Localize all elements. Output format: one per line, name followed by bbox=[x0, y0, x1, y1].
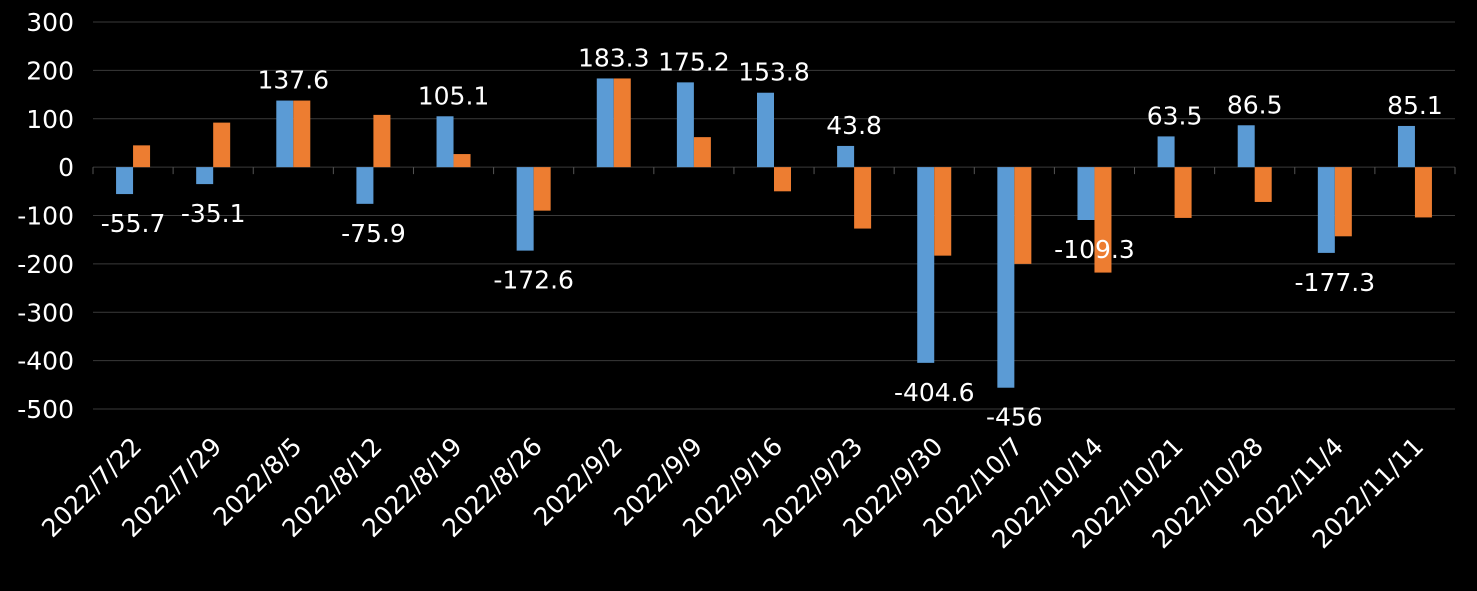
bar-series2-11 bbox=[1014, 167, 1032, 264]
data-label: -75.9 bbox=[341, 219, 406, 248]
bar-series2-16 bbox=[1414, 167, 1432, 218]
bar-series2-7 bbox=[693, 137, 711, 168]
gridlines bbox=[92, 21, 1456, 410]
bar-series1-9 bbox=[837, 145, 855, 168]
bar-series2-0 bbox=[133, 145, 151, 168]
bar-series2-8 bbox=[774, 167, 791, 192]
y-tick-label: 100 bbox=[26, 105, 74, 134]
bar-series1-13 bbox=[1157, 136, 1175, 168]
data-label: -177.3 bbox=[1295, 268, 1376, 297]
bar-series2-12 bbox=[1094, 167, 1112, 273]
bar-series1-2 bbox=[276, 100, 294, 168]
bar-series2-15 bbox=[1334, 167, 1352, 237]
y-tick-label: 200 bbox=[26, 56, 74, 85]
bar-series1-6 bbox=[596, 78, 614, 168]
y-axis: 300 200 100 0 -100 -200 -300 -400 -500 bbox=[17, 8, 74, 424]
data-label: 105.1 bbox=[418, 81, 490, 110]
bar-series2-14 bbox=[1254, 167, 1272, 202]
bar-series1-1 bbox=[196, 167, 214, 185]
bar-series1-3 bbox=[356, 167, 374, 204]
data-label: -456 bbox=[986, 403, 1043, 432]
data-label: -172.6 bbox=[493, 266, 574, 295]
bar-series1-10 bbox=[917, 167, 935, 363]
y-tick-label: -100 bbox=[17, 202, 74, 231]
bar-series2-5 bbox=[533, 167, 551, 211]
bar-series1-11 bbox=[997, 167, 1015, 388]
y-tick-label: 300 bbox=[26, 8, 74, 37]
bar-series2-6 bbox=[613, 78, 631, 168]
x-axis: 2022/7/222022/7/292022/8/52022/8/122022/… bbox=[36, 432, 1429, 554]
data-label: -35.1 bbox=[181, 199, 246, 228]
data-label: -404.6 bbox=[894, 378, 975, 407]
data-label: -55.7 bbox=[101, 209, 166, 238]
data-label: -109.3 bbox=[1054, 235, 1135, 264]
bar-series1-5 bbox=[516, 167, 534, 251]
bar-series2-1 bbox=[213, 122, 231, 168]
bar-series1-0 bbox=[116, 167, 134, 195]
bar-series1-15 bbox=[1317, 167, 1335, 253]
data-label: 183.3 bbox=[578, 43, 650, 72]
data-label: 153.8 bbox=[738, 58, 810, 87]
bar-series1-7 bbox=[676, 82, 694, 168]
bar-series1-8 bbox=[757, 92, 774, 168]
bars bbox=[116, 78, 1432, 388]
y-tick-label: -400 bbox=[17, 347, 74, 376]
data-label: 137.6 bbox=[258, 66, 330, 95]
y-tick-label: -500 bbox=[17, 395, 74, 424]
bar-series1-12 bbox=[1077, 167, 1095, 220]
y-tick-label: 0 bbox=[58, 153, 74, 182]
bar-series2-4 bbox=[453, 154, 471, 168]
y-tick-label: -200 bbox=[17, 250, 74, 279]
bar-series1-14 bbox=[1237, 125, 1255, 168]
bar-series2-13 bbox=[1174, 167, 1192, 218]
bar-series2-10 bbox=[934, 167, 952, 256]
data-label: 63.5 bbox=[1147, 101, 1203, 130]
data-label: 85.1 bbox=[1387, 91, 1443, 120]
bar-series2-9 bbox=[854, 167, 872, 229]
y-tick-label: -300 bbox=[17, 298, 74, 327]
bar-series2-3 bbox=[373, 114, 391, 168]
bar-series1-4 bbox=[436, 116, 454, 168]
data-label: 175.2 bbox=[658, 47, 730, 76]
data-labels: -55.7 -35.1 137.6 -75.9 105.1 -172.6 183.3 175.… bbox=[101, 43, 1443, 431]
data-label: 43.8 bbox=[826, 111, 882, 140]
bar-series2-2 bbox=[293, 100, 311, 168]
bar-series1-16 bbox=[1397, 125, 1415, 168]
data-label: 86.5 bbox=[1227, 90, 1283, 119]
